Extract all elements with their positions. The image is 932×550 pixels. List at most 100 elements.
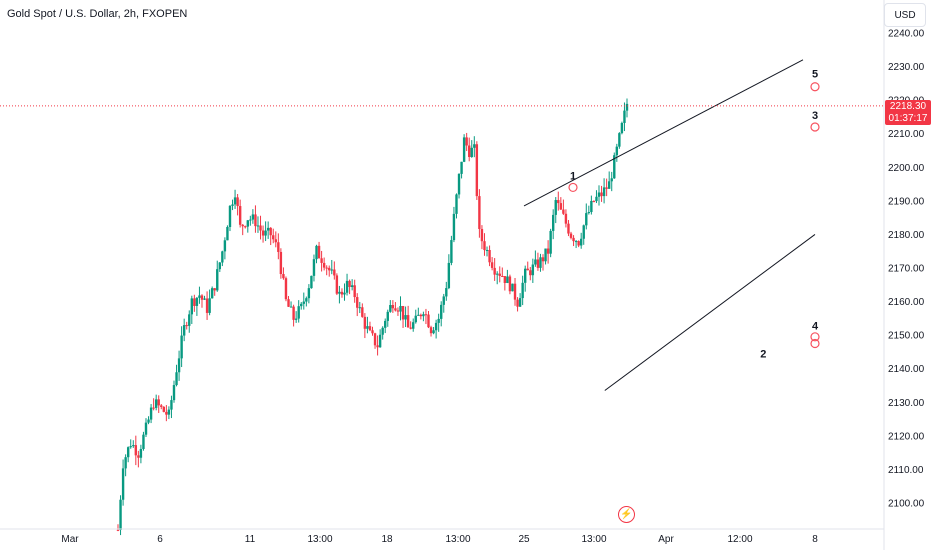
wave-marker-circle bbox=[810, 122, 820, 132]
candle-body bbox=[376, 345, 379, 348]
candle-body bbox=[345, 280, 349, 293]
candle-body bbox=[284, 278, 288, 300]
candle-body bbox=[605, 187, 608, 189]
flash-icon[interactable]: ⚡ bbox=[618, 506, 635, 523]
candle-body bbox=[541, 257, 545, 262]
candle-body bbox=[607, 181, 611, 189]
candle-body bbox=[149, 407, 153, 420]
candle-body bbox=[511, 283, 514, 292]
candle-body bbox=[488, 250, 491, 263]
trendline-upper-channel[interactable] bbox=[523, 59, 804, 207]
candle-body bbox=[412, 322, 415, 329]
symbol-title[interactable]: Gold Spot / U.S. Dollar, 2h, FXOPEN bbox=[7, 8, 188, 20]
candle-body bbox=[292, 306, 295, 320]
candle-body bbox=[139, 448, 143, 458]
candle-body bbox=[261, 230, 265, 236]
time-axis[interactable]: Mar 6 11 13:00 18 13:00 25 13:00 Apr 12:00 8 bbox=[61, 534, 818, 545]
price-tick-label: 2100.00 bbox=[888, 499, 925, 510]
candle-body bbox=[384, 320, 387, 328]
candle-body bbox=[526, 268, 529, 271]
price-tick-label: 2230.00 bbox=[888, 62, 925, 73]
candle-body bbox=[236, 197, 239, 207]
candle-body bbox=[266, 227, 270, 231]
candle-body bbox=[501, 275, 504, 277]
candle-body bbox=[513, 283, 517, 300]
candle-body bbox=[442, 296, 445, 305]
wave-marker-circle bbox=[810, 338, 820, 349]
price-tick-label: 2130.00 bbox=[888, 398, 925, 409]
candle-body bbox=[429, 327, 433, 334]
price-tick-label: 2150.00 bbox=[888, 331, 925, 342]
candle-body bbox=[147, 419, 150, 423]
bar-countdown: 01:37:17 bbox=[888, 112, 928, 124]
candle-body bbox=[483, 241, 486, 251]
candle-body bbox=[210, 288, 214, 299]
price-tick-label: 2210.00 bbox=[888, 129, 925, 140]
candle-body bbox=[490, 262, 494, 268]
candle-body bbox=[203, 298, 206, 300]
candle-body bbox=[475, 144, 479, 197]
last-price-tag: 2218.30 01:37:17 bbox=[885, 100, 931, 125]
candle-body bbox=[559, 203, 563, 210]
candle-body bbox=[338, 291, 341, 294]
candle-body bbox=[396, 310, 400, 312]
candle-body bbox=[294, 318, 298, 320]
candle-body bbox=[406, 315, 410, 328]
candle-body bbox=[272, 235, 275, 240]
candle-body bbox=[427, 314, 430, 328]
wave-label: 5 bbox=[812, 69, 818, 81]
candle-body bbox=[264, 230, 267, 236]
candle-body bbox=[124, 457, 127, 469]
candle-body bbox=[529, 270, 532, 276]
candle-body bbox=[279, 251, 283, 275]
candle-body bbox=[531, 264, 535, 276]
candle-body bbox=[325, 267, 328, 269]
candle-body bbox=[350, 285, 354, 287]
trendlines-layer[interactable] bbox=[523, 59, 816, 391]
candle-body bbox=[378, 334, 382, 348]
candle-body bbox=[180, 335, 183, 359]
candle-body bbox=[287, 299, 290, 307]
candle-body bbox=[297, 306, 300, 319]
candle-body bbox=[480, 228, 484, 242]
candle-body bbox=[572, 237, 575, 242]
candle-body bbox=[363, 316, 367, 329]
candle-body bbox=[498, 273, 501, 276]
candle-body bbox=[404, 315, 407, 320]
candle-body bbox=[233, 197, 237, 205]
candle-body bbox=[615, 146, 619, 156]
candle-body bbox=[185, 325, 188, 327]
currency-button[interactable]: USD bbox=[884, 3, 926, 27]
candle-body bbox=[132, 445, 135, 447]
markers-layer: 1 2 3 4 5 bbox=[568, 69, 820, 361]
candle-body bbox=[205, 298, 209, 313]
candle-body bbox=[126, 447, 130, 458]
candle-body bbox=[371, 330, 374, 334]
trendline-lower-channel[interactable] bbox=[604, 234, 816, 391]
candle-body bbox=[152, 407, 155, 409]
candle-body bbox=[417, 314, 420, 316]
candle-body bbox=[142, 434, 145, 449]
candle-body bbox=[389, 305, 392, 312]
candle-body bbox=[625, 103, 629, 111]
price-tick-label: 2190.00 bbox=[888, 196, 925, 207]
candle-body bbox=[330, 269, 333, 271]
candle-body bbox=[333, 269, 336, 276]
candle-body bbox=[129, 446, 132, 448]
candle-body bbox=[335, 275, 339, 294]
candle-body bbox=[170, 400, 173, 410]
candle-body bbox=[620, 122, 624, 134]
candle-body bbox=[534, 259, 537, 265]
candle-body bbox=[259, 225, 262, 231]
wave-label: 2 bbox=[760, 349, 766, 361]
candle-body bbox=[221, 251, 224, 263]
time-tick-label: 6 bbox=[157, 534, 163, 545]
candle-body bbox=[208, 298, 211, 313]
wave-label: 4 bbox=[812, 321, 819, 333]
candle-body bbox=[447, 262, 451, 289]
candle-body bbox=[503, 276, 507, 283]
candle-body bbox=[226, 226, 229, 241]
candle-body bbox=[554, 200, 557, 215]
candle-body bbox=[300, 303, 303, 307]
